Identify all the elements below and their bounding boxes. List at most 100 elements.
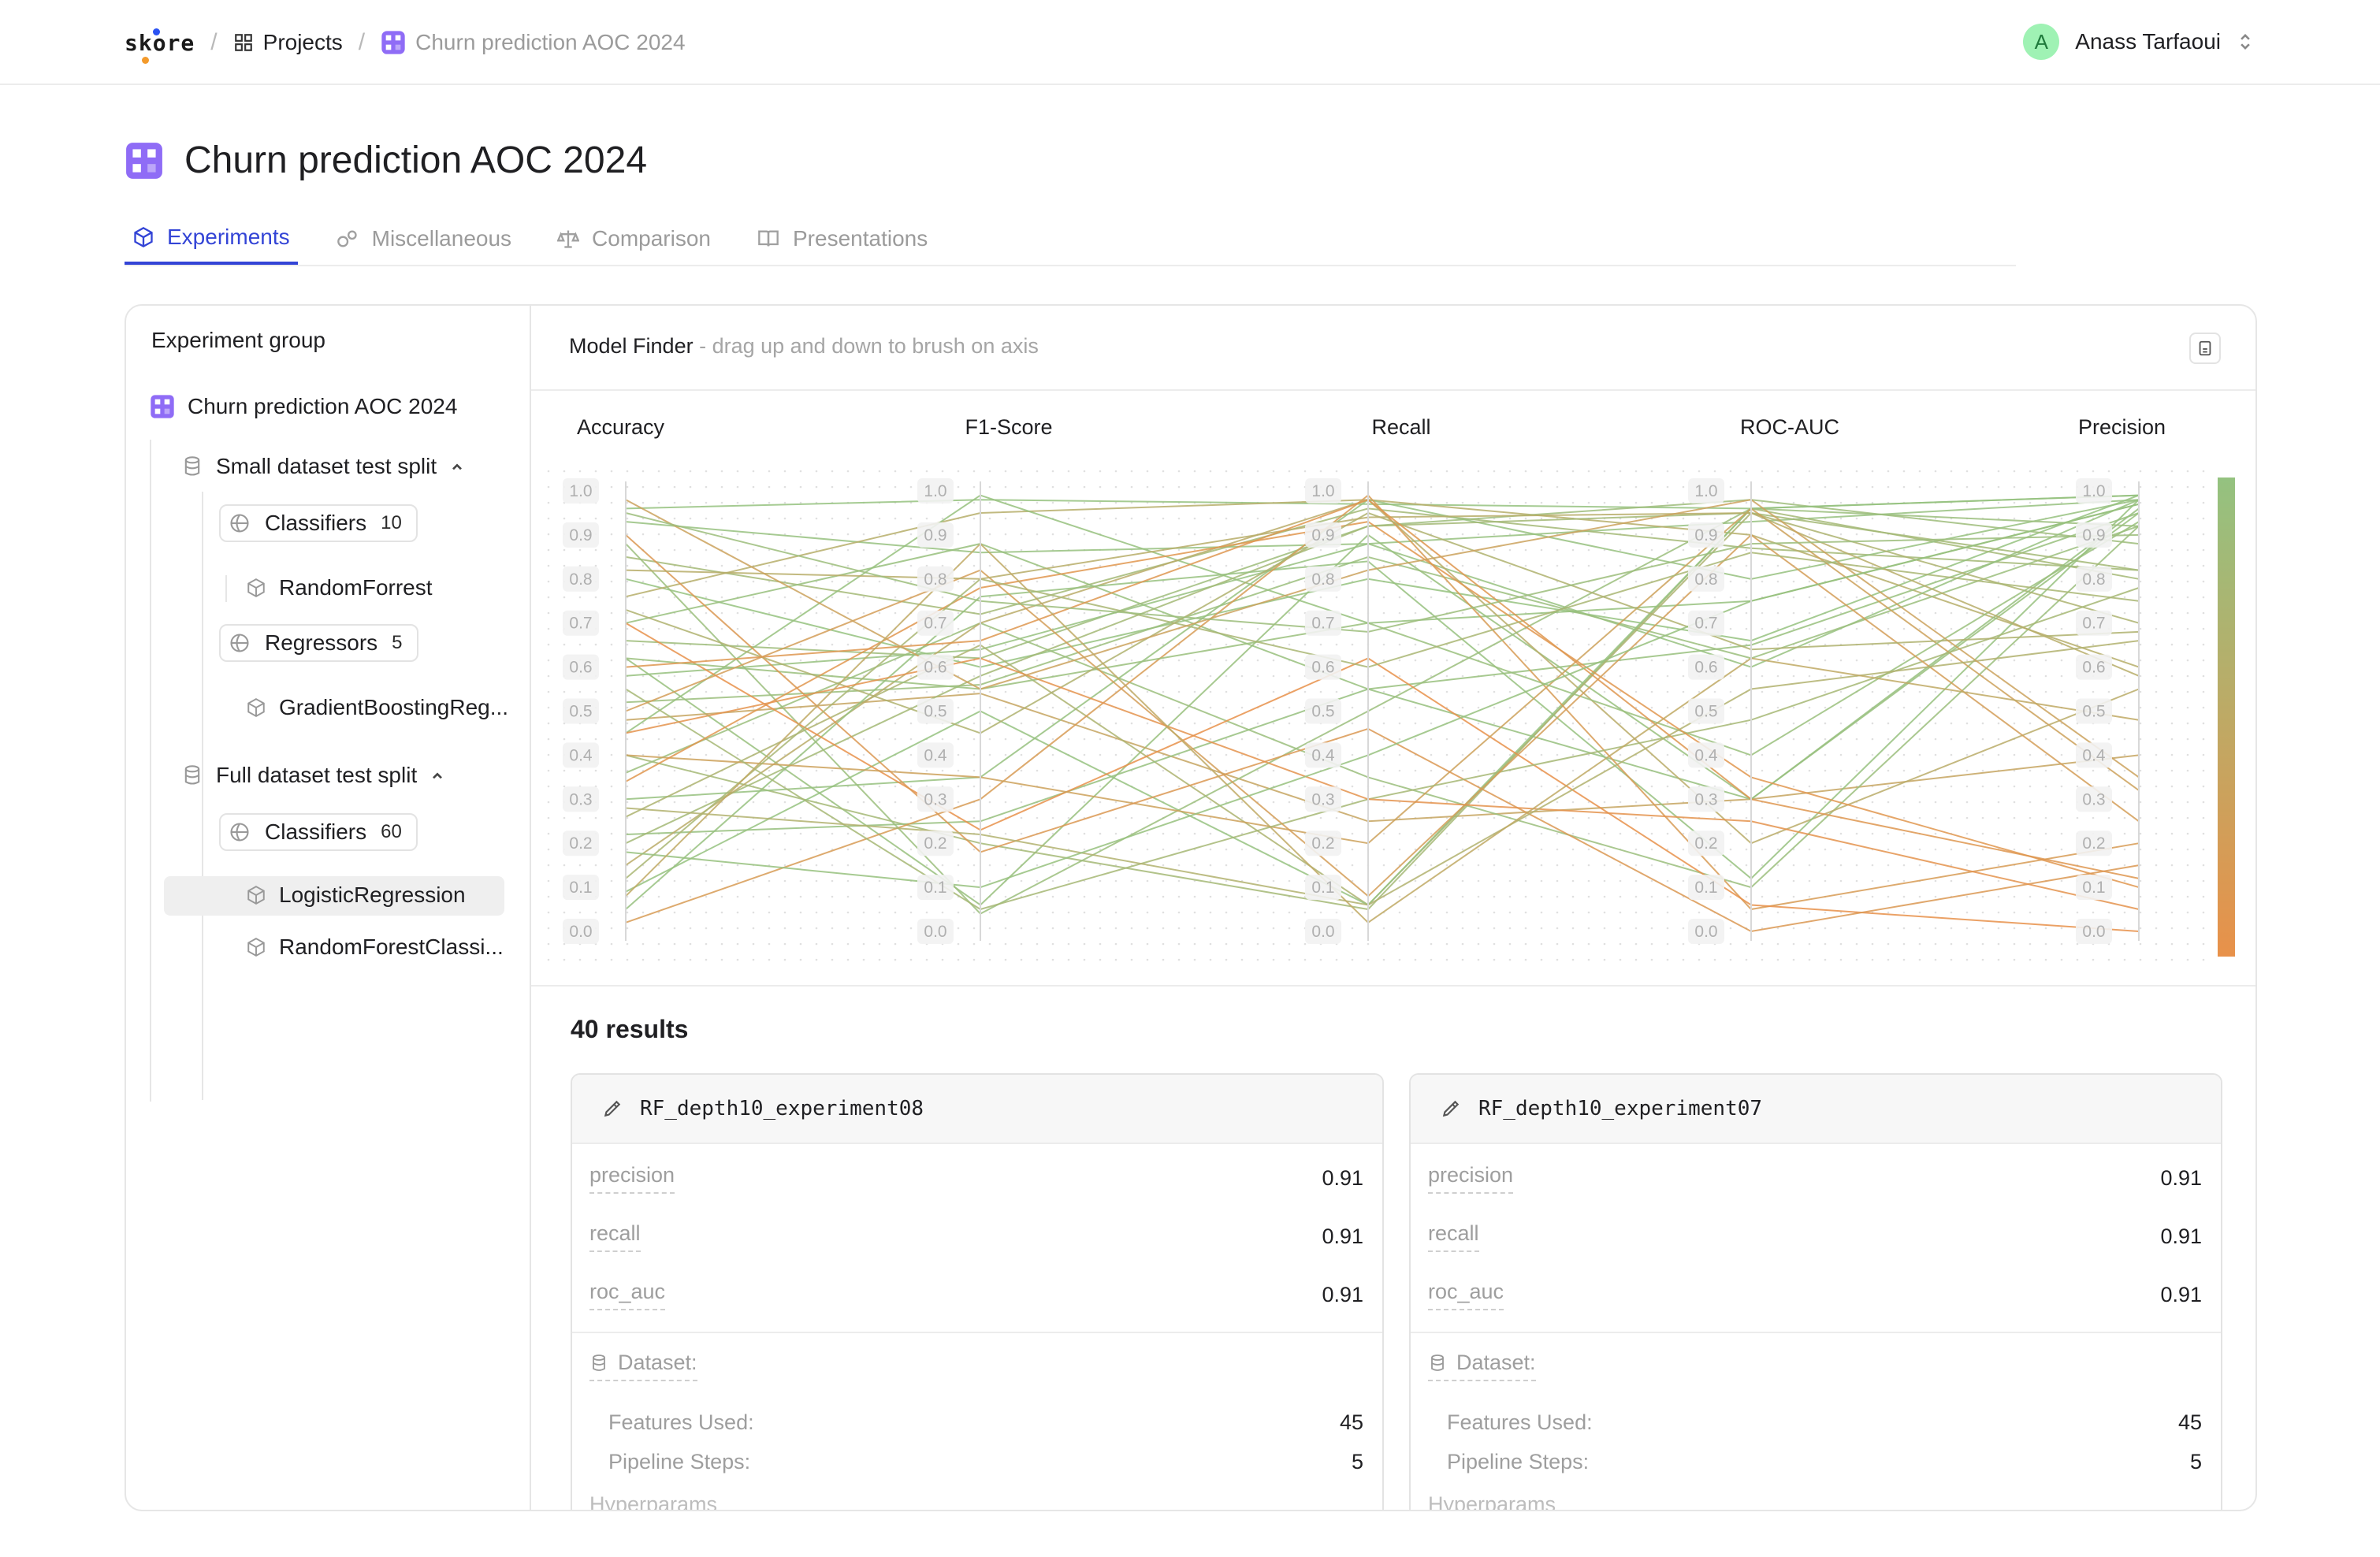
- tab-experiments[interactable]: Experiments: [125, 213, 298, 265]
- tick-label-bg: [2076, 478, 2112, 504]
- tick-label-bg: [917, 919, 954, 944]
- tick-label-bg: [2076, 698, 2112, 724]
- user-menu[interactable]: A Anass Tarfaoui: [2023, 24, 2254, 60]
- experiment-tree: Experiment group Churn prediction AOC 20…: [126, 306, 531, 1510]
- tick-label-bg: [1688, 522, 1724, 548]
- tree-guide: [202, 492, 203, 807]
- tick-label-bg: [1688, 786, 1724, 812]
- tick-label: 0.9: [2082, 526, 2105, 544]
- breadcrumb-projects[interactable]: Projects: [233, 30, 343, 55]
- tick-label-bg: [2076, 610, 2112, 636]
- sidebar-heading: Experiment group: [151, 328, 326, 352]
- cube-icon: [247, 938, 265, 957]
- tick-label-bg: [917, 786, 954, 812]
- dataset-label: Dataset:: [1428, 1351, 1536, 1381]
- tab-bar: Experiments Miscellaneous Comparison Pre…: [125, 213, 2016, 266]
- breadcrumb-separator: /: [358, 29, 366, 55]
- tick-label: 0.0: [2082, 923, 2105, 941]
- tab-presentations[interactable]: Presentations: [749, 213, 935, 265]
- tick-label: 1.0: [2082, 482, 2105, 500]
- hyperparams-label: Hyperparams: [589, 1492, 718, 1511]
- tick-label: 0.7: [1311, 615, 1334, 633]
- metric-row: precision 0.91: [1428, 1163, 2202, 1210]
- tick-label: 0.5: [569, 703, 592, 721]
- tree-root-project[interactable]: Churn prediction AOC 2024: [150, 394, 457, 419]
- tick-label: 0.6: [924, 659, 946, 677]
- tick-label-bg: [917, 610, 954, 636]
- tick-label: 0.8: [1694, 570, 1717, 589]
- tick-label: 0.1: [924, 879, 946, 897]
- pencil-icon[interactable]: [1441, 1098, 1461, 1119]
- result-card[interactable]: RF_depth10_experiment07 precision 0.91 re…: [1409, 1073, 2222, 1510]
- export-button[interactable]: [2189, 333, 2221, 364]
- tick-label-bg: [2076, 566, 2112, 592]
- tick-label: 0.9: [1311, 526, 1334, 544]
- model-finder-header: Model Finder - drag up and down to brush…: [531, 306, 2255, 391]
- axis-title-accuracy: Accuracy: [577, 415, 665, 439]
- tree-group-full-dataset[interactable]: Full dataset test split: [181, 763, 445, 788]
- tab-miscellaneous[interactable]: Miscellaneous: [328, 213, 519, 265]
- tick-label: 0.7: [569, 615, 592, 633]
- tick-label: 0.9: [569, 526, 592, 544]
- axis-title-roc-auc: ROC-AUC: [1740, 415, 1839, 439]
- globe-icon: [230, 823, 249, 842]
- tree-item-logisticregression[interactable]: LogisticRegression: [246, 883, 466, 908]
- tick-label-bg: [1305, 786, 1341, 812]
- tick-label: 1.0: [1311, 482, 1334, 500]
- tree-item-randomforestclassifier[interactable]: RandomForestClassi...: [246, 935, 504, 960]
- tick-label: 0.2: [2082, 834, 2105, 853]
- tick-label-bg: [1305, 610, 1341, 636]
- tick-label: 0.8: [569, 570, 592, 589]
- tree-collection-classifiers[interactable]: Classifiers 60: [219, 813, 418, 851]
- tick-label: 1.0: [1694, 482, 1717, 500]
- tree-group-small-dataset[interactable]: Small dataset test split: [181, 454, 465, 479]
- tick-label: 0.1: [569, 879, 592, 897]
- tick-label-bg: [1688, 654, 1724, 680]
- tick-label-bg: [563, 786, 599, 812]
- tree-item-randomforrest[interactable]: RandomForrest: [246, 575, 433, 600]
- tick-label-bg: [917, 478, 954, 504]
- model-finder-title: Model Finder: [569, 334, 694, 358]
- tick-label: 0.1: [1694, 879, 1717, 897]
- parallel-coordinates-svg[interactable]: Accuracy F1-Score Recall ROC-AUC Precision 1…: [531, 391, 2257, 987]
- chevron-up-icon[interactable]: [449, 459, 465, 474]
- tick-label: 1.0: [924, 482, 946, 500]
- tab-comparison[interactable]: Comparison: [549, 213, 719, 265]
- tick-label: 0.5: [1311, 703, 1334, 721]
- avatar: A: [2023, 24, 2060, 60]
- tree-collection-classifiers[interactable]: Classifiers 10: [219, 504, 418, 542]
- tick-label-bg: [917, 875, 954, 901]
- tick-label-bg: [1305, 566, 1341, 592]
- breadcrumb-current-project[interactable]: Churn prediction AOC 2024: [381, 30, 686, 55]
- tick-label-bg: [1305, 698, 1341, 724]
- tick-label-bg: [1305, 654, 1341, 680]
- tick-label-bg: [1688, 478, 1724, 504]
- tick-label-bg: [563, 566, 599, 592]
- grid-icon: [234, 34, 252, 51]
- tick-label: 0.8: [1311, 570, 1334, 589]
- features-used-row: Features Used: 45: [1447, 1410, 2202, 1434]
- skore-logo[interactable]: skore: [125, 28, 195, 64]
- tree-item-gradientboosting[interactable]: GradientBoostingReg...: [246, 695, 508, 720]
- tick-label-bg: [1305, 875, 1341, 901]
- tick-label: 0.7: [2082, 615, 2105, 633]
- result-card[interactable]: RF_depth10_experiment08 precision 0.91 re…: [571, 1073, 1384, 1511]
- pencil-icon[interactable]: [602, 1098, 623, 1119]
- metric-row: recall 0.91: [1428, 1221, 2202, 1269]
- cube-icon: [247, 698, 265, 717]
- tick-label: 0.2: [1311, 834, 1334, 853]
- tick-label: 0.3: [1311, 790, 1334, 808]
- tick-label: 0.5: [2082, 703, 2105, 721]
- tick-label-bg: [1305, 522, 1341, 548]
- tick-label: 0.1: [1311, 879, 1334, 897]
- tick-label: 0.2: [569, 834, 592, 853]
- tick-label: 0.3: [569, 790, 592, 808]
- project-dice-icon: [151, 395, 174, 418]
- parallel-coordinates-chart[interactable]: Accuracy F1-Score Recall ROC-AUC Precision 1…: [531, 391, 2257, 987]
- tree-collection-regressors[interactable]: Regressors 5: [219, 624, 418, 662]
- tick-label-bg: [2076, 742, 2112, 768]
- count-badge: 10: [381, 512, 402, 533]
- selected-item-highlight: [164, 876, 504, 916]
- chevron-up-icon[interactable]: [430, 767, 445, 783]
- experiment-name: RF_depth10_experiment08: [640, 1097, 924, 1120]
